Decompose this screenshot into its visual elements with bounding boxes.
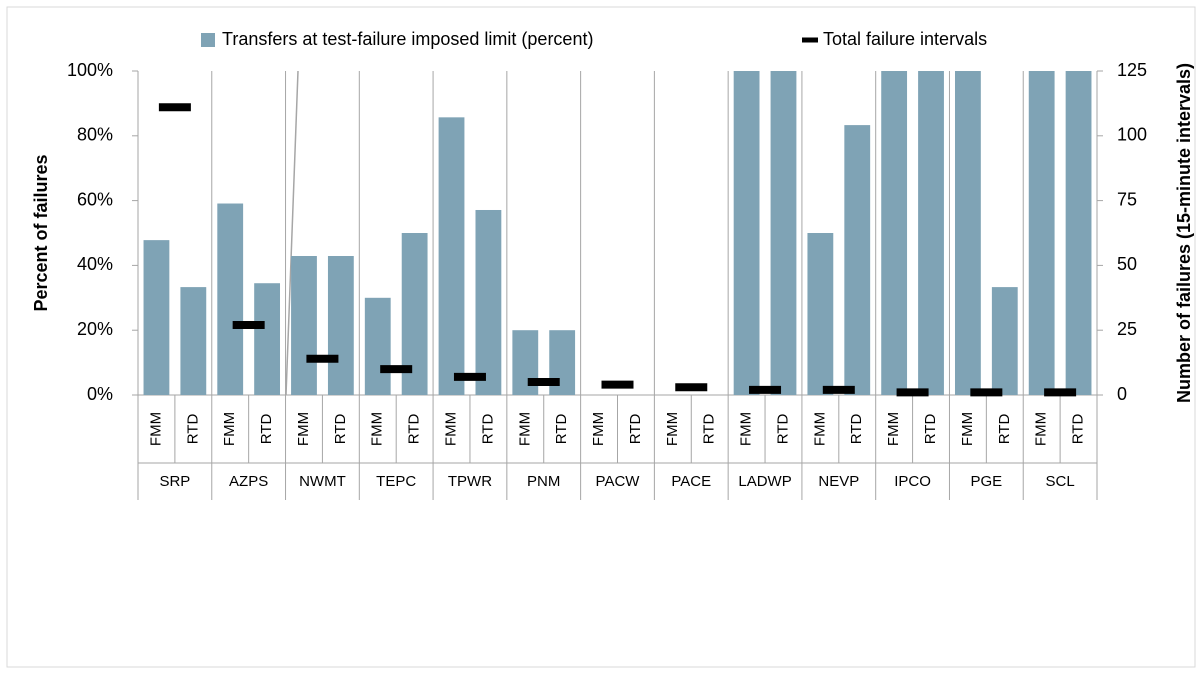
x-tick-label: FMM	[590, 412, 607, 446]
bar	[770, 71, 797, 395]
bar	[217, 203, 244, 395]
bar	[143, 240, 170, 395]
x-tick-label: RTD	[848, 414, 865, 445]
x-tick-label: FMM	[295, 412, 312, 446]
x-tick-label: FMM	[738, 412, 755, 446]
x-tick-label: FMM	[885, 412, 902, 446]
x-tick-label: FMM	[516, 412, 533, 446]
group-label: PACW	[596, 473, 641, 490]
x-tick-label: RTD	[627, 414, 644, 445]
y-tick-label: 60%	[77, 189, 113, 209]
bar	[844, 125, 871, 395]
y-tick-label: 0%	[87, 384, 113, 404]
legend-label: Total failure intervals	[823, 29, 987, 49]
group-label: PACE	[671, 473, 711, 490]
y-tick-label: 40%	[77, 254, 113, 274]
group-label: LADWP	[738, 473, 791, 490]
x-tick-label: FMM	[442, 412, 459, 446]
y2-tick-label: 0	[1117, 384, 1127, 404]
stray-line	[285, 70, 299, 396]
x-tick-label: RTD	[258, 414, 275, 445]
x-tick-label: RTD	[332, 414, 349, 445]
x-tick-label: RTD	[996, 414, 1013, 445]
legend-label: Transfers at test-failure imposed limit …	[222, 29, 593, 49]
x-tick-label: RTD	[184, 414, 201, 445]
bar	[475, 209, 502, 395]
y2-axis-title: Number of failures (15-minute intervals)	[1174, 63, 1194, 403]
chart-border	[6, 6, 1196, 668]
bar	[1028, 71, 1055, 395]
y-tick-label: 80%	[77, 125, 113, 145]
y2-tick-label: 125	[1117, 60, 1147, 80]
bar	[254, 283, 281, 395]
y-axis-title: Percent of failures	[31, 154, 51, 311]
x-tick-label: RTD	[774, 414, 791, 445]
x-tick-label: RTD	[406, 414, 423, 445]
x-tick-label: FMM	[664, 412, 681, 446]
group-label: PNM	[527, 473, 560, 490]
y2-tick-label: 75	[1117, 189, 1137, 209]
x-tick-label: RTD	[922, 414, 939, 445]
bar	[954, 71, 981, 395]
group-label: PGE	[971, 473, 1003, 490]
x-tick-label: FMM	[959, 412, 976, 446]
x-tick-label: RTD	[553, 414, 570, 445]
group-label: TPWR	[448, 473, 492, 490]
group-label: SRP	[159, 473, 190, 490]
x-tick-label: RTD	[479, 414, 496, 445]
y-tick-label: 100%	[67, 60, 113, 80]
x-tick-label: FMM	[1033, 412, 1050, 446]
bar	[180, 287, 207, 395]
x-tick-label: RTD	[701, 414, 718, 445]
x-tick-label: RTD	[1070, 414, 1087, 445]
group-label: NWMT	[299, 473, 346, 490]
y2-tick-label: 50	[1117, 254, 1137, 274]
bar	[733, 71, 760, 395]
bar	[1065, 71, 1092, 395]
bar	[291, 256, 317, 395]
bar	[807, 233, 834, 395]
y2-tick-label: 25	[1117, 319, 1137, 339]
group-label: NEVP	[818, 473, 859, 490]
bar	[438, 117, 465, 395]
y2-tick-label: 100	[1117, 125, 1147, 145]
y-tick-label: 20%	[77, 319, 113, 339]
x-tick-label: FMM	[369, 412, 386, 446]
x-tick-label: FMM	[147, 412, 164, 446]
group-label: TEPC	[376, 473, 416, 490]
bar	[364, 297, 391, 395]
group-label: AZPS	[229, 473, 268, 490]
bar	[327, 256, 354, 395]
group-label: IPCO	[894, 473, 931, 490]
bar	[918, 71, 944, 395]
legend-swatch	[201, 33, 215, 47]
group-label: SCL	[1046, 473, 1075, 490]
bar	[881, 71, 908, 395]
x-tick-label: FMM	[221, 412, 238, 446]
x-tick-label: FMM	[811, 412, 828, 446]
bar	[991, 287, 1018, 395]
